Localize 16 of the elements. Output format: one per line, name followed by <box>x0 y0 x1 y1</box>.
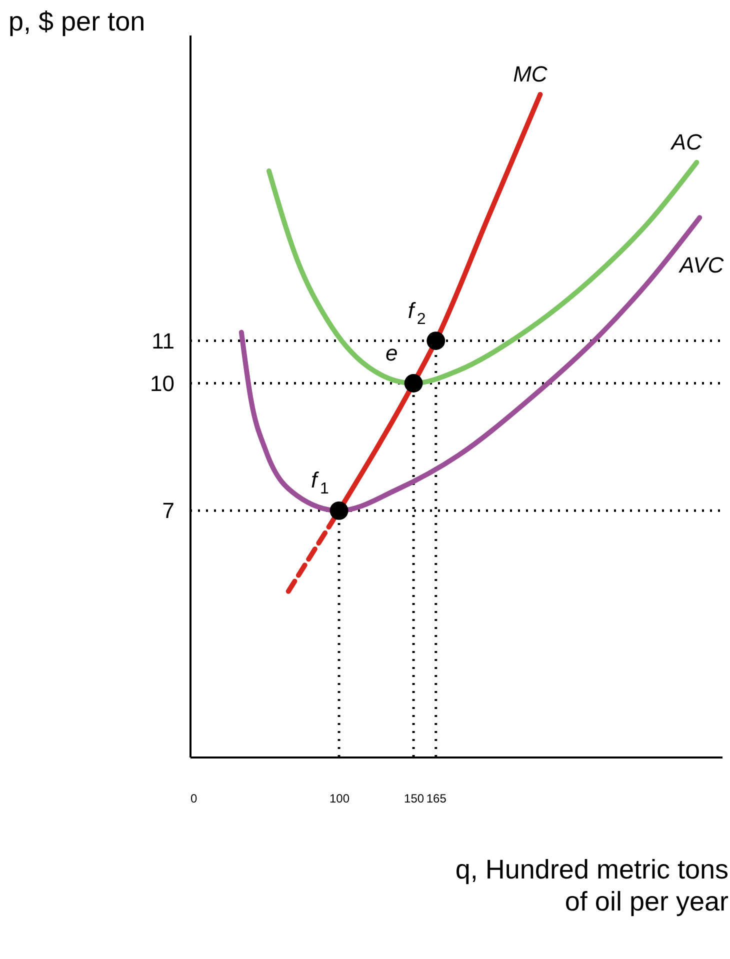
point <box>330 501 348 520</box>
series-label: AVC <box>678 252 724 278</box>
x-tick-label: 150 <box>404 792 424 806</box>
point <box>426 332 446 350</box>
y-tick-label: 7 <box>162 498 174 524</box>
point <box>404 374 423 392</box>
y-tick-label: 11 <box>152 328 174 354</box>
x-tick-label: 0 <box>190 792 198 806</box>
annotation: e <box>386 340 398 366</box>
y-axis-title: p, $ per ton <box>8 6 146 36</box>
x-axis-title: q, Hundred metric tons of oil per year <box>455 854 728 916</box>
x-tick-label: 165 <box>426 792 447 806</box>
series-label: AC <box>669 129 702 154</box>
y-tick-label: 10 <box>150 370 174 396</box>
x-tick-label: 100 <box>330 792 350 806</box>
series-label: MC <box>513 61 548 86</box>
